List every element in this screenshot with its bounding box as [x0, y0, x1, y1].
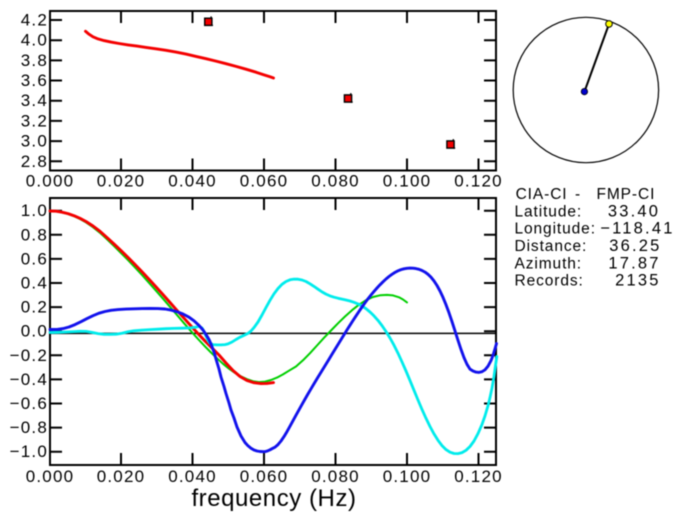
svg-text:33.40: 33.40	[608, 202, 660, 220]
svg-text:0.040: 0.040	[168, 172, 217, 191]
svg-text:36.25: 36.25	[609, 237, 661, 255]
svg-text:CIA-CI: CIA-CI	[516, 186, 568, 203]
svg-text:0.4: 0.4	[21, 274, 48, 293]
svg-text:2135: 2135	[615, 272, 661, 290]
svg-text:0.000: 0.000	[26, 172, 75, 191]
svg-text:Longitude:: Longitude:	[515, 221, 596, 238]
svg-text:3.6: 3.6	[21, 71, 48, 90]
svg-text:0.100: 0.100	[383, 172, 432, 191]
svg-text:−0.8: −0.8	[10, 418, 48, 437]
svg-text:−118.41: −118.41	[600, 220, 674, 238]
svg-text:0.020: 0.020	[97, 172, 146, 191]
svg-text:Records:: Records:	[515, 273, 584, 290]
svg-text:−0.4: −0.4	[10, 370, 48, 389]
svg-text:0.000: 0.000	[26, 467, 75, 486]
svg-text:-: -	[575, 186, 581, 203]
svg-text:0.0: 0.0	[21, 322, 48, 341]
svg-text:0.060: 0.060	[240, 172, 289, 191]
svg-text:0.8: 0.8	[21, 225, 48, 244]
svg-text:0.100: 0.100	[383, 467, 432, 486]
svg-text:1.0: 1.0	[21, 201, 48, 220]
svg-text:0.120: 0.120	[454, 172, 503, 191]
svg-text:0.2: 0.2	[21, 298, 48, 317]
svg-text:Distance:: Distance:	[515, 238, 588, 255]
svg-text:0.6: 0.6	[21, 249, 48, 268]
svg-text:3.8: 3.8	[21, 51, 48, 70]
svg-text:Azimuth:: Azimuth:	[515, 255, 583, 272]
svg-text:4.0: 4.0	[21, 31, 48, 50]
svg-text:0.120: 0.120	[454, 467, 503, 486]
svg-text:−0.6: −0.6	[10, 394, 48, 413]
svg-text:−0.2: −0.2	[10, 346, 48, 365]
svg-text:4.2: 4.2	[21, 11, 48, 30]
svg-text:3.4: 3.4	[21, 91, 48, 110]
svg-text:FMP-CI: FMP-CI	[597, 186, 656, 203]
svg-text:17.87: 17.87	[608, 254, 660, 272]
svg-text:0.040: 0.040	[168, 467, 217, 486]
svg-text:−1.0: −1.0	[10, 442, 48, 461]
svg-text:0.080: 0.080	[311, 172, 360, 191]
svg-text:0.080: 0.080	[311, 467, 360, 486]
svg-text:0.020: 0.020	[97, 467, 146, 486]
svg-text:2.8: 2.8	[21, 152, 48, 171]
svg-text:3.2: 3.2	[21, 111, 48, 130]
svg-text:0.060: 0.060	[240, 467, 289, 486]
svg-text:3.0: 3.0	[21, 132, 48, 151]
svg-text:frequency (Hz): frequency (Hz)	[191, 485, 356, 512]
svg-text:Latitude:: Latitude:	[515, 203, 583, 220]
